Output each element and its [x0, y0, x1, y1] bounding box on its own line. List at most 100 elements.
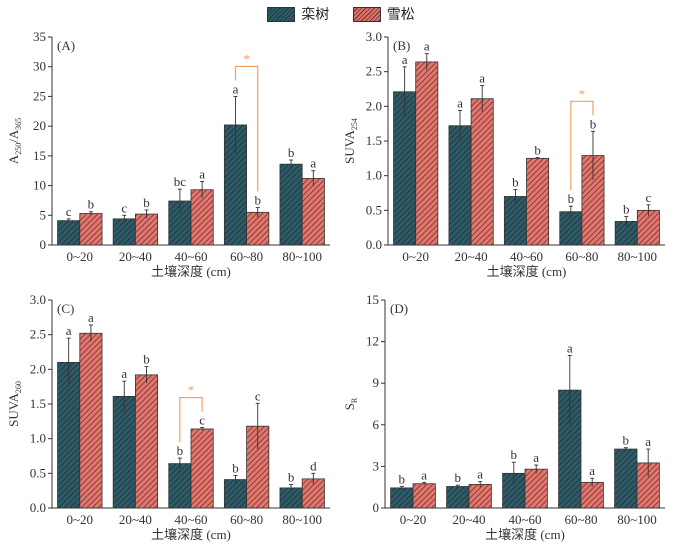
bar-xuesong: [190, 428, 214, 509]
panel-c: 0.0 0.5 1.0 1.5 2.0 2.5 3.0 (C) SUVA260 土壤深度 (cm)…: [6, 292, 330, 542]
x-tick-label: 0~20: [67, 512, 94, 527]
bar-luanshu: [390, 487, 414, 509]
legend-swatch-luanshu: [267, 6, 296, 22]
significance-letter: b: [143, 352, 150, 367]
y-tick-label: 2.5: [30, 327, 46, 342]
bar-xuesong: [524, 468, 548, 509]
significance-letter: b: [254, 193, 261, 208]
x-tick-label: 0~20: [400, 512, 427, 527]
panel-b: 0.0 0.5 1.0 1.5 2.0 2.5 3.0 (B) SUVA254 土壤深度 (cm)…: [342, 29, 665, 279]
x-axis-label: 土壤深度 (cm): [151, 264, 231, 279]
x-tick-label: 60~80: [565, 249, 598, 264]
y-tick-label: 6: [373, 417, 380, 432]
significance-letter: b: [623, 433, 630, 448]
significance-star: *: [188, 383, 195, 398]
x-axis-label: 土壤深度 (cm): [485, 527, 565, 542]
significance-letter: a: [589, 463, 595, 478]
significance-letter: c: [66, 204, 72, 219]
x-tick-label: 20~40: [119, 249, 152, 264]
y-axis-label: SUVA254: [342, 118, 359, 164]
significance-bracket: [234, 65, 259, 192]
x-axis-label: 土壤深度 (cm): [487, 264, 567, 279]
y-axis-label: A250/A365: [6, 118, 23, 164]
significance-bracket: [570, 100, 594, 191]
significance-letter: a: [310, 156, 316, 171]
y-axis-label-part: 254: [350, 118, 359, 130]
y-tick-label: 25: [33, 88, 46, 103]
y-axis-label-part: /A: [6, 129, 21, 143]
significance-letter: a: [66, 323, 72, 338]
significance-letter: b: [288, 469, 295, 484]
y-tick-label: 0.5: [30, 465, 46, 480]
legend-label-xuesong: 雪松: [386, 8, 415, 23]
significance-letter: b: [288, 145, 295, 160]
significance-letter: b: [623, 202, 630, 217]
y-tick-label: 0.0: [30, 500, 46, 515]
bar-xuesong: [246, 211, 270, 246]
y-tick-label: 10: [33, 178, 46, 193]
x-tick-label: 40~60: [174, 512, 207, 527]
x-tick-label: 60~80: [564, 512, 597, 527]
bar-xuesong: [415, 61, 439, 246]
legend: 栾树 雪松: [0, 4, 682, 27]
y-tick-label: 30: [33, 59, 46, 74]
y-tick-label: 3: [373, 458, 380, 473]
significance-letter: a: [567, 340, 573, 355]
panel-label: (A): [57, 38, 75, 53]
bar-luanshu: [112, 395, 136, 509]
y-tick-label: 2.0: [30, 361, 46, 376]
bar-luanshu: [503, 196, 527, 246]
significance-letter: b: [88, 197, 95, 212]
y-tick-label: 0: [373, 500, 380, 515]
significance-letter: b: [177, 443, 184, 458]
x-axis-label: 土壤深度 (cm): [151, 527, 231, 542]
y-tick-label: 3.0: [30, 292, 46, 307]
significance-letter: b: [534, 143, 541, 158]
bar-xuesong: [134, 374, 159, 509]
panel-label: (C): [57, 301, 74, 316]
significance-letter: b: [511, 447, 518, 462]
bar-luanshu: [614, 448, 638, 509]
bar-luanshu: [223, 479, 248, 509]
x-tick-label: 40~60: [510, 249, 543, 264]
significance-letter: a: [477, 467, 483, 482]
bar-xuesong: [134, 213, 159, 246]
significance-letter: a: [457, 95, 463, 110]
y-tick-label: 15: [366, 292, 379, 307]
y-axis-label-part: SUVA: [342, 130, 357, 164]
y-axis-label: SR: [342, 397, 359, 410]
significance-letter: a: [88, 310, 94, 325]
x-tick-label: 40~60: [174, 249, 207, 264]
bar-luanshu: [446, 486, 470, 509]
significance-letter: c: [645, 190, 651, 205]
x-tick-label: 60~80: [230, 512, 263, 527]
bar-xuesong: [468, 484, 492, 509]
significance-letter: b: [512, 175, 519, 190]
y-axis-label-part: A: [6, 154, 21, 164]
significance-letter: a: [533, 450, 539, 465]
significance-letter: b: [232, 460, 239, 475]
y-tick-label: 1.0: [30, 431, 46, 446]
y-tick-label: 9: [373, 375, 380, 390]
bar-luanshu: [112, 218, 136, 246]
bar-luanshu: [57, 220, 81, 246]
y-axis-label-part: SUVA: [6, 393, 21, 427]
bar-luanshu: [448, 125, 472, 246]
significance-letter: a: [199, 166, 205, 181]
panel-label: (B): [393, 38, 410, 53]
y-tick-label: 2.0: [366, 98, 382, 113]
significance-star: *: [579, 86, 586, 101]
legend-item-xuesong: 雪松: [352, 4, 415, 24]
x-tick-label: 20~40: [119, 512, 152, 527]
legend-item-luanshu: 栾树: [267, 4, 329, 24]
y-tick-label: 2.5: [366, 64, 382, 79]
x-tick-label: 80~100: [617, 512, 657, 527]
y-tick-label: 35: [33, 29, 46, 44]
y-axis-label-part: S: [342, 403, 357, 410]
y-axis-label-part: 365: [14, 118, 23, 130]
bar-xuesong: [470, 98, 494, 246]
significance-letter: a: [402, 52, 408, 67]
x-tick-label: 80~100: [282, 512, 322, 527]
